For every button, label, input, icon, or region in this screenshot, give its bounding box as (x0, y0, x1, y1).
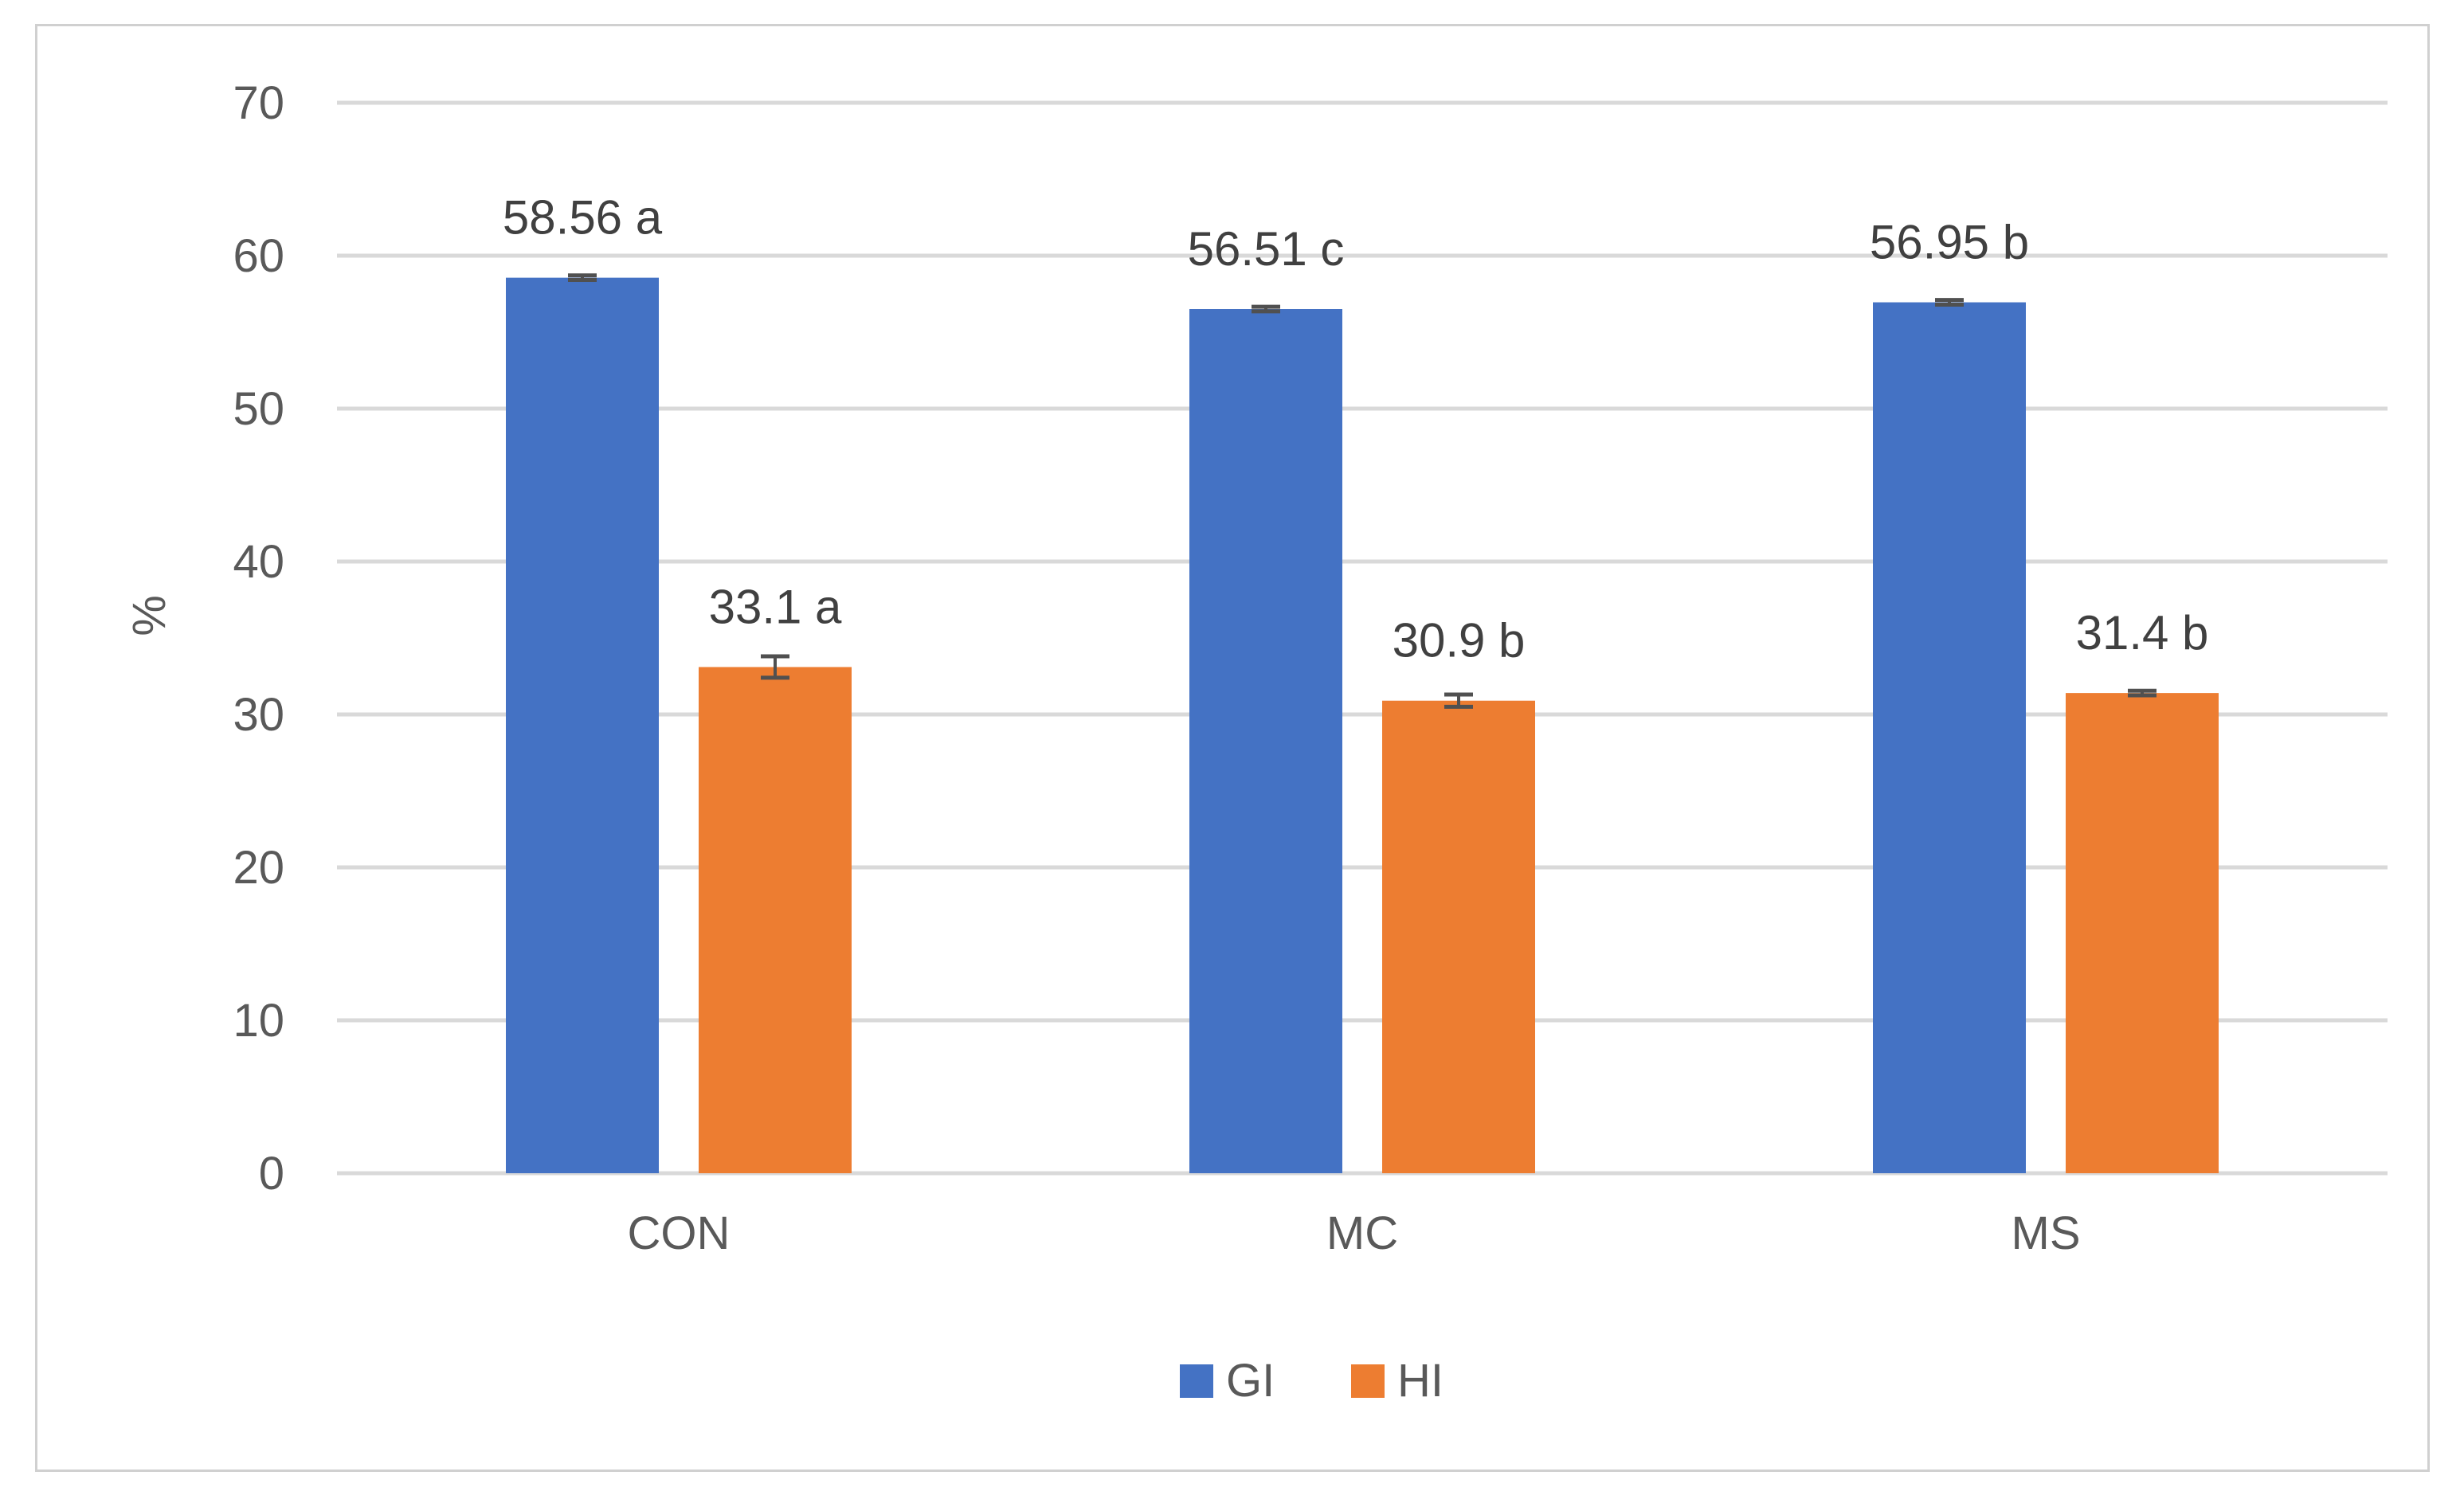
x-tick-label-mc: MC (1326, 1207, 1398, 1259)
error-bars (568, 273, 2156, 709)
y-axis-ticks: 0 10 20 30 40 50 60 70 (233, 77, 284, 1200)
y-tick-label-40: 40 (233, 536, 284, 588)
y-tick-label-70: 70 (233, 77, 284, 129)
y-tick-label-20: 20 (233, 842, 284, 894)
bar-chart: 0 10 20 30 40 50 60 70 58.56 a 33.1 a 56.51 c 30.9… (123, 77, 2388, 1407)
chart-frame: 0 10 20 30 40 50 60 70 58.56 a 33.1 a 56.51 c 30.9… (35, 24, 2430, 1472)
legend-swatch-hi (1351, 1364, 1385, 1398)
bar-gi-mc (1189, 309, 1342, 1173)
data-label-hi-ms: 31.4 b (2076, 606, 2209, 659)
bars (506, 277, 2219, 1174)
y-axis-title: % (123, 595, 175, 636)
data-label-hi-con: 33.1 a (709, 580, 842, 633)
data-label-gi-mc: 56.51 c (1188, 222, 1345, 276)
data-label-hi-mc: 30.9 b (1393, 614, 1526, 667)
bar-gi-con (506, 277, 659, 1174)
x-tick-label-con: CON (628, 1207, 731, 1259)
data-label-gi-ms: 56.95 b (1870, 216, 2029, 269)
y-tick-label-10: 10 (233, 995, 284, 1047)
legend-swatch-gi (1180, 1364, 1213, 1398)
data-labels: 58.56 a 33.1 a 56.51 c 30.9 b 56.95 b 31.4 b (503, 191, 2209, 667)
bar-gi-ms (1873, 302, 2026, 1173)
data-label-gi-con: 58.56 a (503, 191, 663, 245)
y-tick-label-30: 30 (233, 689, 284, 741)
x-tick-label-ms: MS (2012, 1207, 2081, 1259)
bar-hi-con (699, 667, 852, 1173)
y-tick-label-60: 60 (233, 230, 284, 282)
bar-hi-ms (2066, 693, 2219, 1173)
legend-label-gi: GI (1226, 1355, 1275, 1407)
y-tick-label-50: 50 (233, 383, 284, 435)
bar-hi-mc (1382, 700, 1535, 1173)
gridlines (337, 100, 2388, 1176)
legend: GI HI (1180, 1355, 1444, 1407)
x-axis-categories: CON MC MS (628, 1207, 2081, 1259)
y-tick-label-0: 0 (259, 1148, 284, 1200)
legend-label-hi: HI (1397, 1355, 1444, 1407)
